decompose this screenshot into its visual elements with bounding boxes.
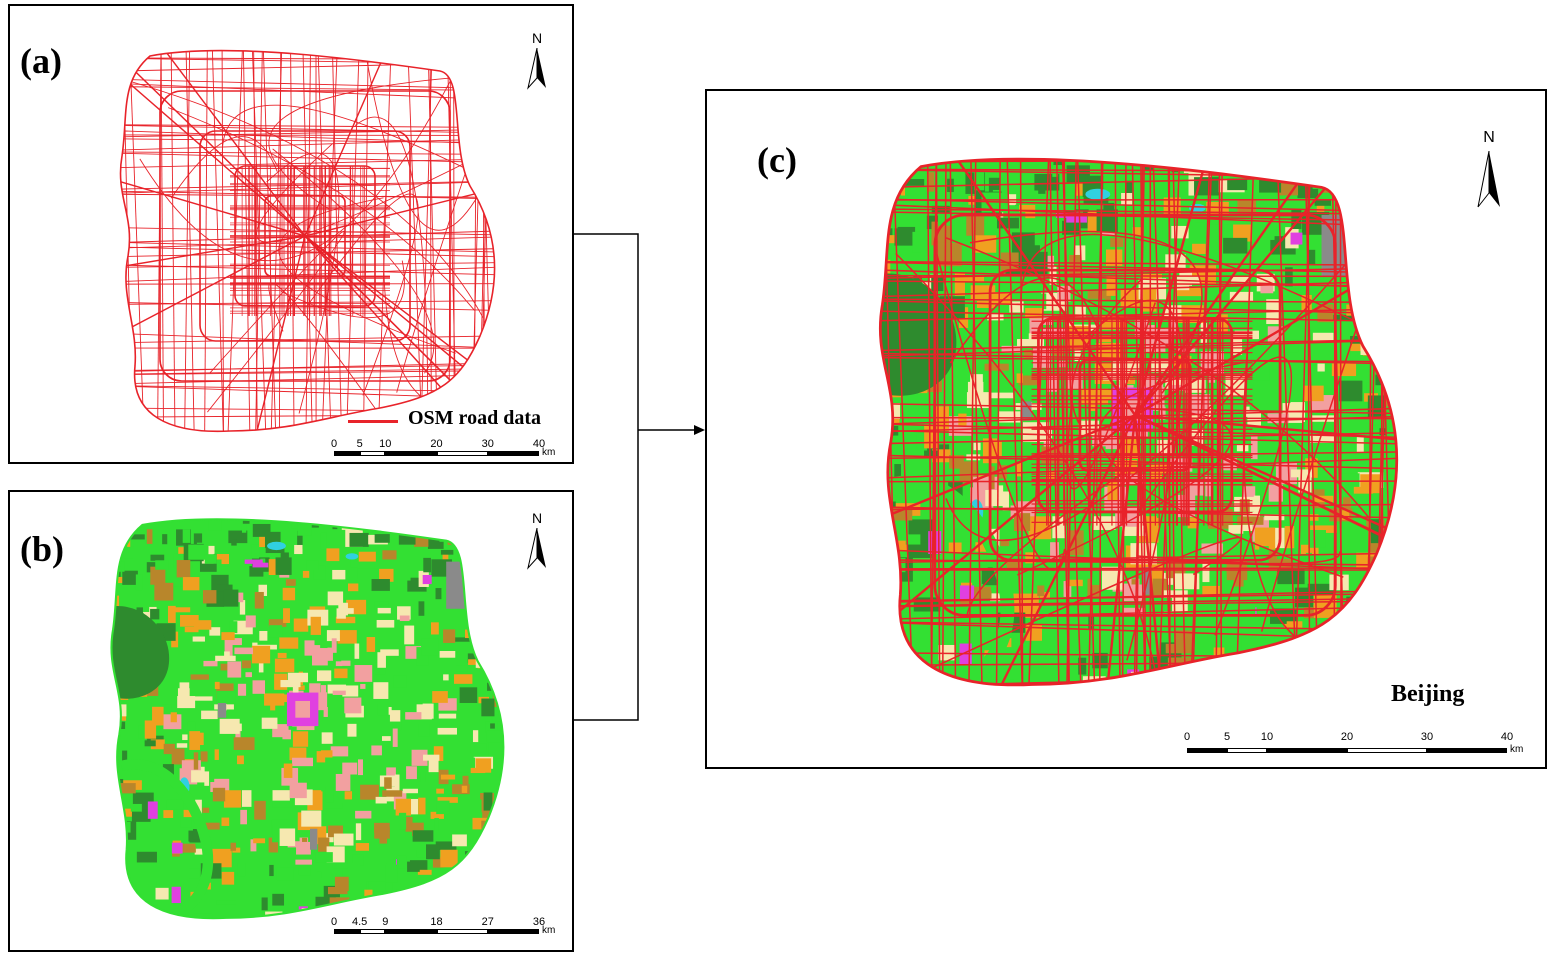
panel-label: (c) (757, 140, 797, 180)
landuse-layer (111, 519, 504, 919)
scale-segment (359, 929, 386, 935)
scale-tick-label: 0 (1183, 731, 1191, 743)
north-arrow-icon: N (522, 510, 552, 570)
panel-label: (a) (20, 41, 62, 81)
scale-segment (1427, 747, 1507, 753)
panel-c-combined-map: (c) N Beijing 0 5 10 20 30 40 km (705, 89, 1547, 769)
scale-tick-label: 5 (1223, 731, 1231, 743)
north-label: N (531, 510, 543, 526)
north-arrow-icon: N (1472, 129, 1506, 209)
scale-tick-label: 5 (356, 438, 363, 450)
scale-segment (1347, 747, 1427, 753)
scale-tick-label: 4.5 (351, 916, 368, 928)
combined-layer (880, 159, 1397, 685)
scale-tick-label: 9 (382, 916, 389, 928)
scale-bar: 0 5 10 20 30 40 km (1183, 731, 1527, 761)
scale-bar: 0 5 10 20 30 40 km (330, 438, 559, 462)
scale-tick-label: 36 (532, 916, 546, 928)
panel-label: (b) (20, 529, 64, 569)
legend-road-label: OSM road data (408, 407, 541, 429)
scale-tick-label: 27 (481, 916, 494, 928)
scale-tick-label: 40 (1500, 731, 1514, 743)
scale-unit: km (1510, 743, 1524, 755)
panel-a-road-map: (a) N OSM road data 0 5 10 20 30 40 km (8, 4, 574, 464)
city-label: Beijing (1391, 681, 1465, 707)
scale-tick-label: 20 (1340, 731, 1354, 743)
scale-segment (487, 929, 539, 935)
scale-tick-label: 30 (1420, 731, 1434, 743)
scale-tick-label: 0 (330, 916, 338, 928)
scale-segment (385, 451, 437, 457)
scale-unit: km (542, 925, 556, 937)
scale-segment (1267, 747, 1347, 753)
road-network-map (119, 49, 496, 433)
connector-arrow (574, 233, 705, 721)
scale-tick-label: 40 (532, 438, 546, 450)
scale-tick-label: 0 (330, 438, 338, 450)
scale-tick-label: 30 (481, 438, 494, 450)
scale-segment (1227, 747, 1267, 753)
scale-segment (385, 929, 437, 935)
scale-tick-label: 20 (430, 438, 443, 450)
scale-segment (436, 451, 488, 457)
scale-segment (436, 929, 488, 935)
scale-tick-label: 10 (379, 438, 392, 450)
scale-bar: 0 4.5 9 18 27 36 km (330, 916, 559, 940)
north-label: N (1483, 129, 1495, 146)
scale-segment (359, 451, 386, 457)
combined-map (878, 157, 1399, 687)
north-arrow-icon: N (522, 30, 552, 90)
scale-unit: km (542, 447, 556, 459)
scale-tick-label: 10 (1260, 731, 1274, 743)
scale-segment (334, 451, 360, 457)
scale-segment (487, 451, 539, 457)
landuse-map (110, 518, 505, 920)
scale-tick-label: 18 (430, 916, 443, 928)
north-label: N (531, 30, 543, 46)
scale-segment (1187, 747, 1227, 753)
legend-road-line (348, 420, 398, 423)
scale-segment (334, 929, 360, 935)
panel-b-landuse-map: (b) N 0 4.5 9 18 27 36 km (8, 490, 574, 952)
